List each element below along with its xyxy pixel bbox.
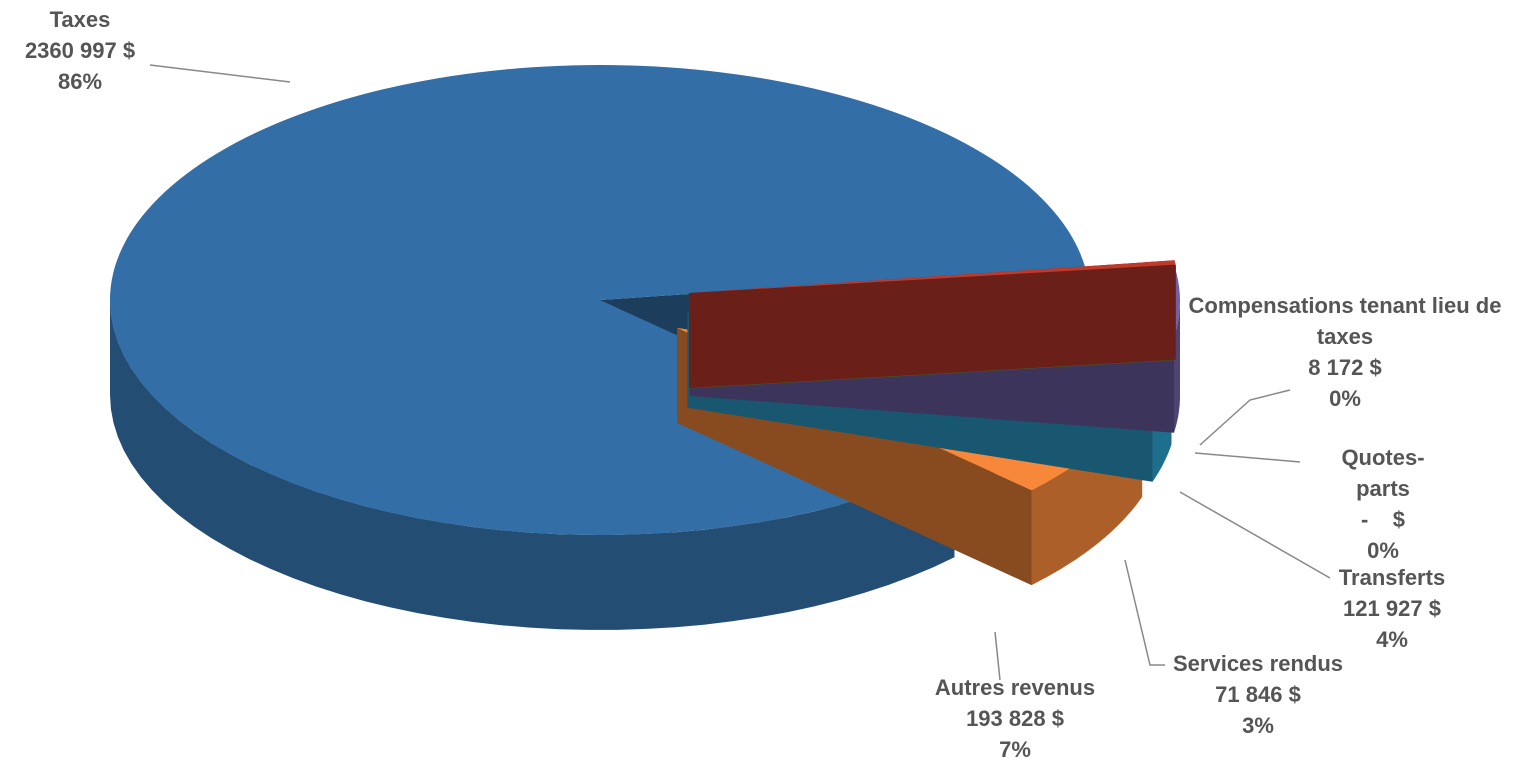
value-label: 8 172 $ <box>1308 355 1382 380</box>
percent-label: 4% <box>1376 627 1408 652</box>
value-label: - $ <box>1360 507 1405 532</box>
slice-side <box>110 300 955 630</box>
percent-label: 0% <box>1367 538 1399 563</box>
label-services: Services rendus 71 846 $ 3% <box>1173 648 1343 741</box>
leader-line <box>1199 389 1291 446</box>
value-label: 193 828 $ <box>966 706 1064 731</box>
label-compensations: Compensations tenant lieu de taxes 8 172… <box>1175 290 1515 414</box>
leader-line <box>994 631 1001 681</box>
value-label: 2360 997 $ <box>24 38 136 63</box>
percent-label: 7% <box>999 737 1031 762</box>
category-label: Services rendus <box>1173 651 1343 676</box>
percent-label: 0% <box>1329 386 1361 411</box>
label-quotes-parts: Quotes-parts - $ 0% <box>1315 442 1451 566</box>
category-label: Transferts <box>1338 565 1446 590</box>
percent-label: 3% <box>1242 713 1274 738</box>
leader-line <box>1179 491 1331 579</box>
label-taxes: Taxes 2360 997 $ 86% <box>25 4 135 97</box>
category-label: Quotes-parts <box>1341 445 1425 501</box>
slice <box>689 260 1176 293</box>
label-transferts: Transferts 121 927 $ 4% <box>1339 562 1445 655</box>
category-label: Compensations tenant lieu de taxes <box>1188 293 1502 349</box>
leader-line <box>1194 452 1301 463</box>
pie <box>109 65 1181 630</box>
value-label: 121 927 $ <box>1343 596 1441 621</box>
percent-label: 86% <box>57 69 103 94</box>
value-label: 71 846 $ <box>1215 682 1301 707</box>
slice-wall <box>689 264 1176 388</box>
label-autres: Autres revenus 193 828 $ 7% <box>935 672 1095 765</box>
category-label: Taxes <box>49 7 111 32</box>
leader-line <box>149 64 291 83</box>
leader-line <box>1124 559 1165 666</box>
category-label: Autres revenus <box>934 675 1096 700</box>
